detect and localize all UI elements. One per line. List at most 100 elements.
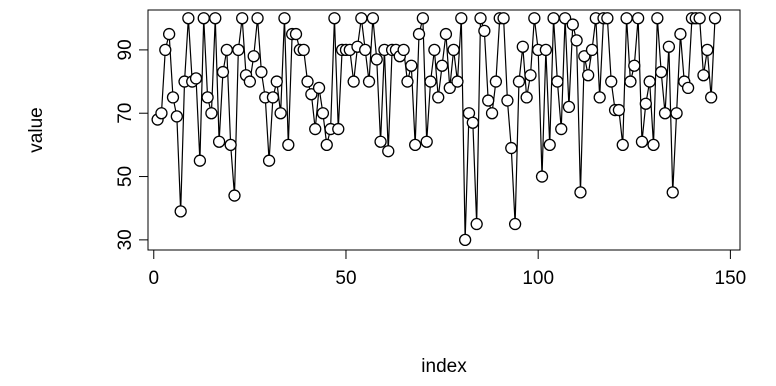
data-point [551,75,564,88]
data-point [547,12,560,25]
data-point [359,43,372,57]
data-point [643,75,656,88]
data-point [458,233,472,247]
data-point [474,12,487,25]
data-point [555,122,568,136]
data-point [405,59,418,72]
data-point [409,138,422,152]
data-point [651,12,664,25]
data-point [366,12,380,25]
data-point [582,69,595,82]
data-point [216,65,230,79]
data-point [266,91,280,104]
data-point [170,110,183,123]
data-point [520,91,533,104]
data-point [566,18,579,31]
data-point [236,12,249,25]
data-point [489,75,503,88]
y-tick-label: 50 [115,166,136,187]
data-point [658,107,672,120]
data-point [466,116,479,129]
data-point [535,170,549,183]
data-point [209,12,222,25]
data-point [243,75,257,88]
data-point [193,154,207,167]
data-point [247,50,260,63]
data-point [655,65,668,79]
data-point [451,75,464,88]
data-point [647,138,660,152]
data-point [697,69,710,82]
data-point [255,65,268,79]
y-tick-label: 30 [115,229,136,250]
data-point [347,75,360,88]
data-point [297,43,310,57]
data-point [205,107,218,120]
data-point [478,24,491,38]
data-point [505,141,518,155]
data-point [616,138,629,152]
data-point [524,69,537,82]
data-point [251,12,264,25]
x-tick-label: 0 [148,268,159,289]
data-point [420,135,433,148]
data-point [428,43,441,57]
data-point [220,43,233,57]
data-point [585,43,599,57]
data-point [197,12,210,25]
data-point [574,186,587,199]
data-point [320,138,333,152]
data-point [189,72,203,85]
data-point [593,91,606,104]
data-point [512,75,526,88]
data-point [332,122,345,136]
data-point [670,107,683,120]
data-point [666,186,679,199]
data-point [166,91,180,104]
x-tick-label: 100 [522,268,554,289]
data-point [539,43,553,57]
data-point [328,12,341,25]
data-point [289,27,303,41]
data-point [262,154,276,167]
data-point [601,12,614,25]
data-point [708,12,722,25]
data-point [401,75,414,88]
data-point [439,27,453,41]
data-point [370,53,383,66]
data-point [562,100,576,114]
data-point [435,59,449,72]
data-point [232,43,245,57]
data-point [497,12,510,25]
data-point [374,135,387,148]
data-point [270,75,283,88]
data-point [301,75,314,88]
data-point [282,138,295,152]
data-point [628,59,641,72]
data-point [274,107,287,120]
data-point [355,12,368,25]
data-point [309,122,322,136]
x-axis-label: index [421,356,467,377]
x-tick-label: 50 [335,268,356,289]
data-point [470,217,483,231]
data-point [624,75,637,88]
data-point [382,145,395,158]
data-point [397,43,410,57]
data-point [674,27,687,41]
data-point [174,205,187,218]
x-tick-label: 150 [715,268,747,289]
data-point [412,27,426,41]
data-point [639,97,652,110]
data-point [159,43,172,57]
data-point [278,12,291,25]
data-point [516,40,529,53]
data-point [620,12,633,25]
data-point [693,12,706,25]
data-point [631,12,645,25]
data-point [612,103,626,117]
data-point [605,75,618,88]
data-point [155,107,168,120]
data-point [432,91,445,104]
